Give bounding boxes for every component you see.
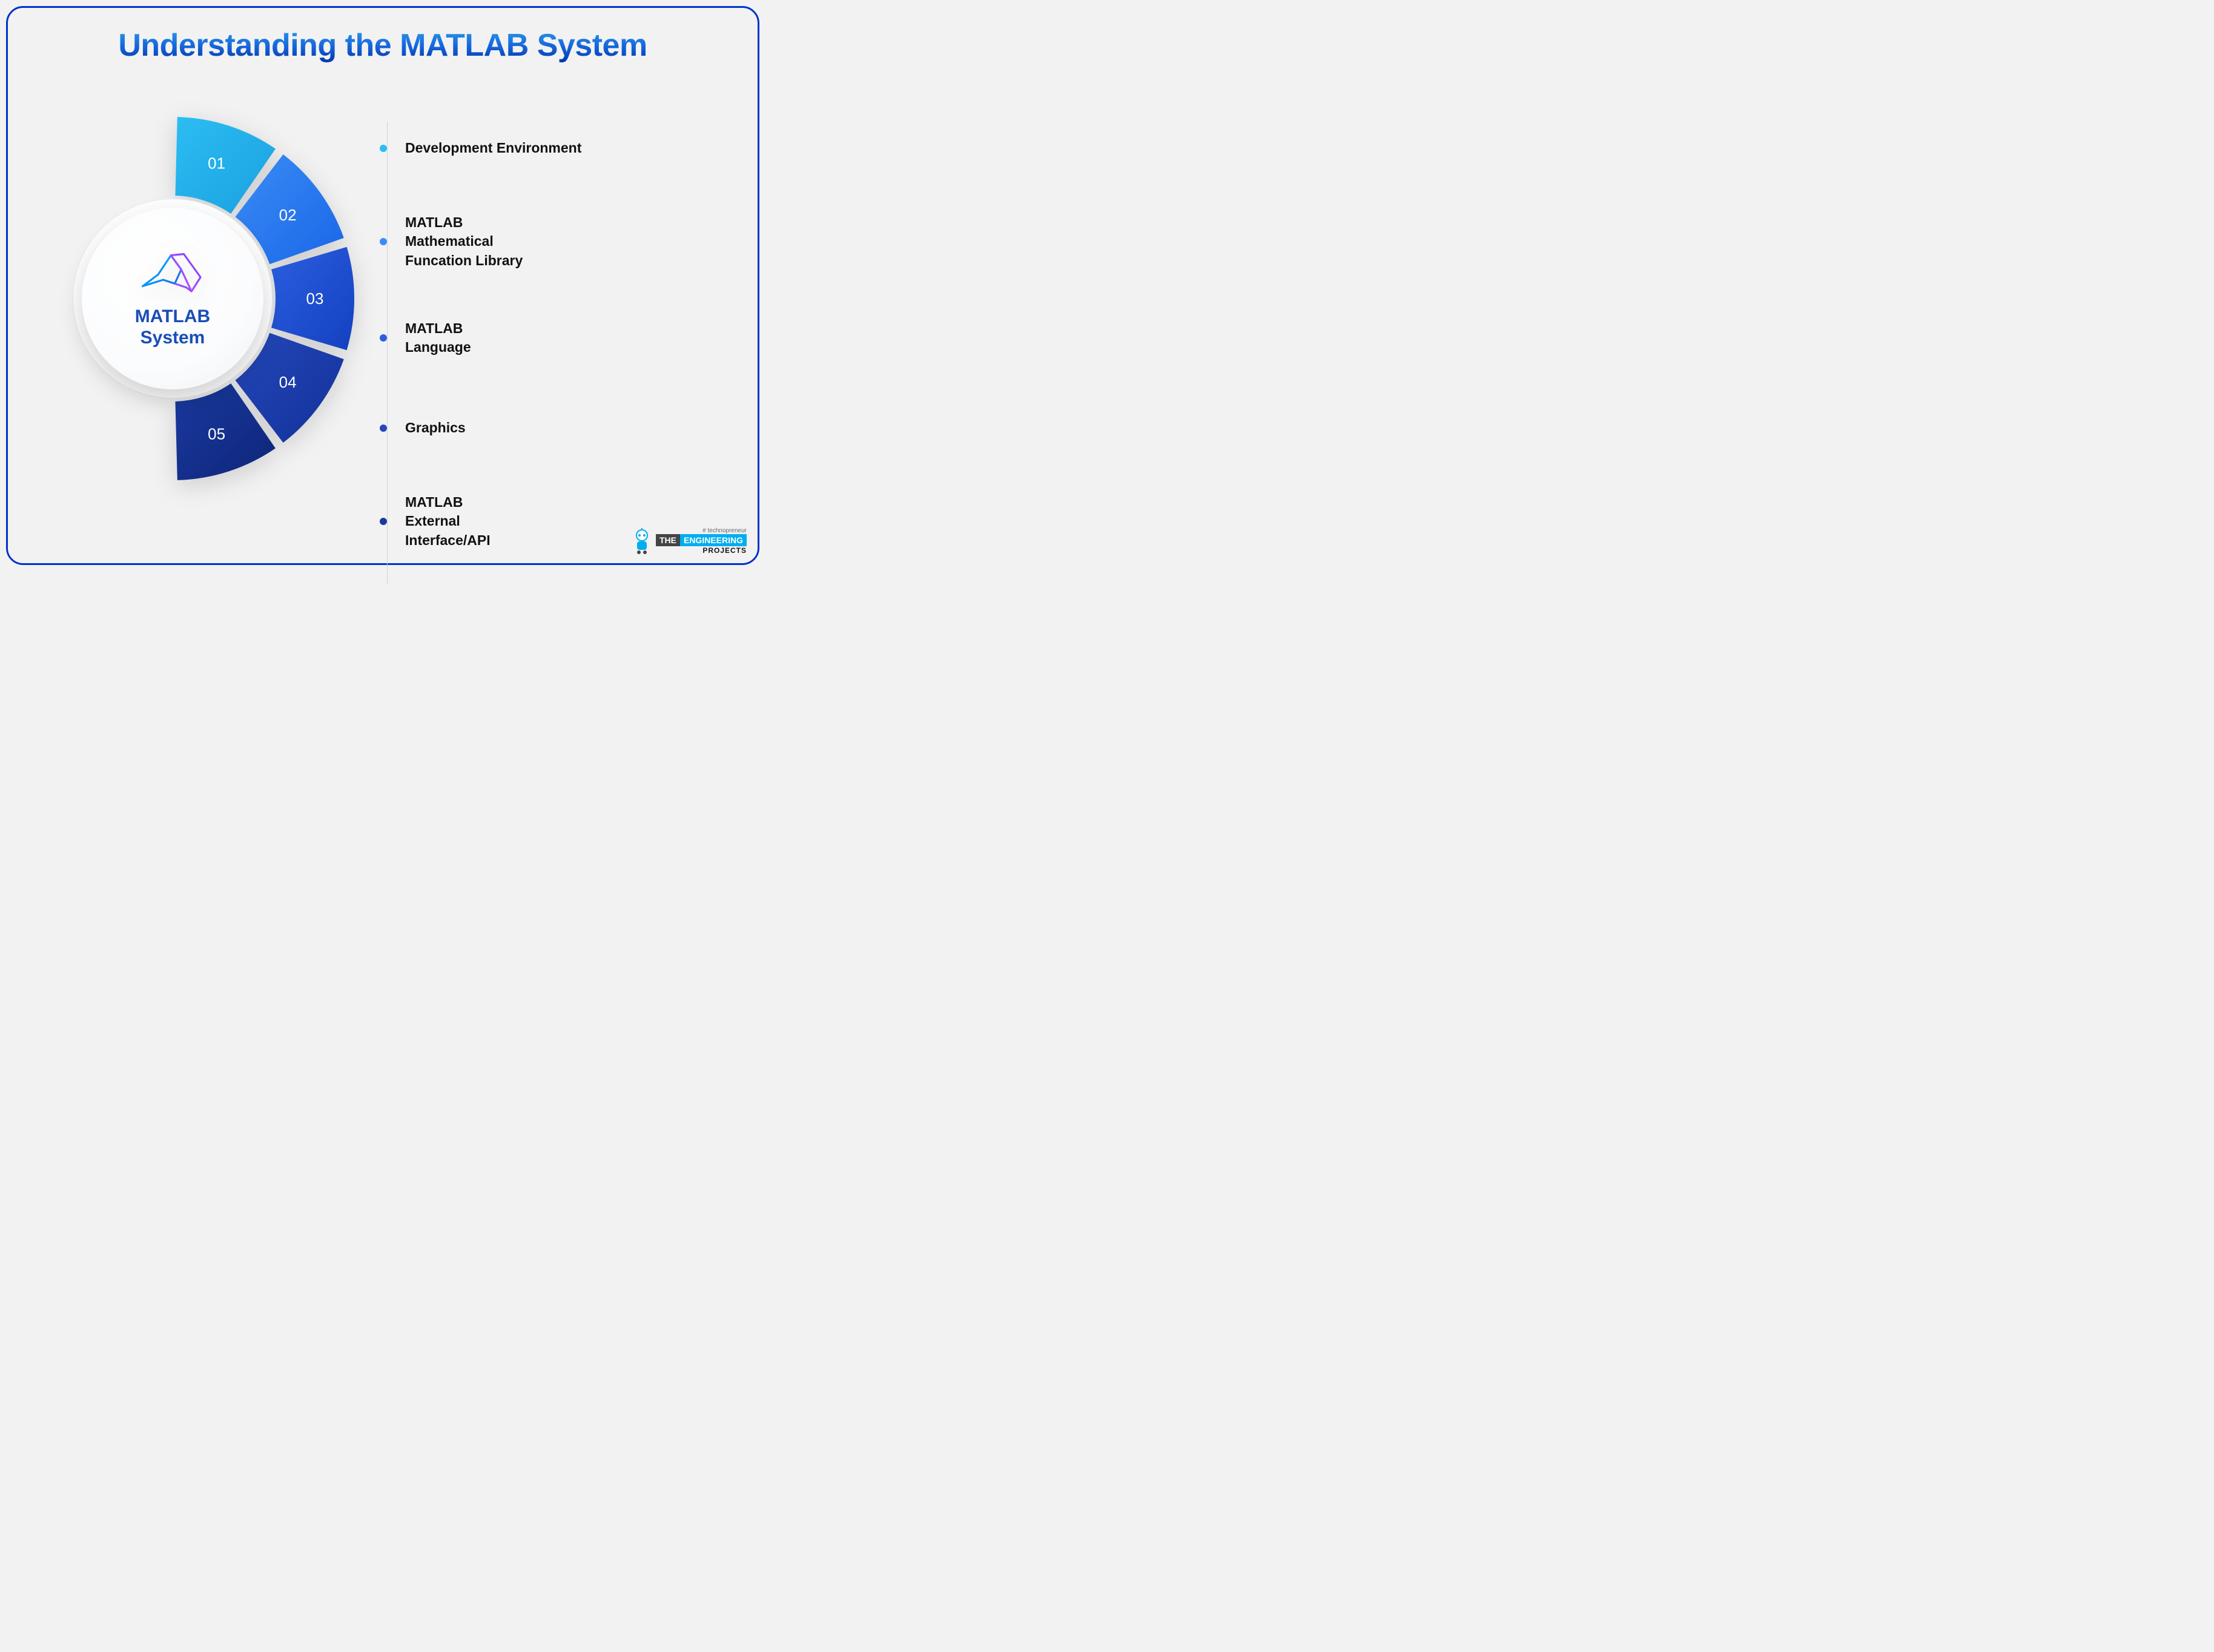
segment-number-02: 02: [279, 206, 297, 224]
center-label-line1: MATLAB: [135, 306, 210, 328]
bullet-icon: [380, 334, 387, 342]
item-label: MATLAB Language: [405, 319, 471, 357]
bullet-icon: [380, 518, 387, 525]
matlab-logo-icon: [137, 249, 208, 300]
attribution: # technopreneur THE ENGINEERING PROJECTS: [632, 527, 747, 555]
bullet-icon: [380, 145, 387, 152]
list-item: MATLAB External Interface/API: [383, 479, 650, 564]
list-item: Development Environment: [383, 112, 650, 185]
list-item: MATLAB Mathematical Funcation Library: [383, 199, 650, 284]
attribution-projects: PROJECTS: [656, 546, 747, 555]
center-circle: MATLAB System: [82, 208, 263, 389]
item-label: Development Environment: [405, 139, 581, 157]
segment-number-01: 01: [208, 154, 225, 173]
item-label: MATLAB External Interface/API: [405, 493, 491, 549]
item-label: MATLAB Mathematical Funcation Library: [405, 213, 523, 269]
badge-part-b: ENGINEERING: [680, 534, 747, 546]
bullet-icon: [380, 425, 387, 432]
robot-icon: [632, 528, 652, 555]
list-item: Graphics: [383, 392, 650, 464]
attribution-hashtag: # technopreneur: [656, 527, 747, 534]
page-title: Understanding the MATLAB System: [8, 27, 758, 64]
list-item: MATLAB Language: [383, 299, 650, 377]
radial-chart: 01 02 03 04 05: [56, 99, 438, 523]
attribution-badge: THE ENGINEERING: [656, 534, 747, 546]
segment-number-05: 05: [208, 425, 225, 443]
attribution-text: # technopreneur THE ENGINEERING PROJECTS: [656, 527, 747, 555]
badge-part-a: THE: [656, 534, 680, 546]
items-list: Development Environment MATLAB Mathematic…: [383, 112, 650, 578]
segment-number-04: 04: [279, 373, 297, 391]
center-label: MATLAB System: [135, 306, 210, 348]
item-label: Graphics: [405, 418, 466, 437]
segment-number-03: 03: [306, 289, 324, 308]
main-frame: Understanding the MATLAB System 01 02 03 04…: [6, 6, 759, 565]
center-label-line2: System: [135, 328, 210, 349]
bullet-icon: [380, 238, 387, 245]
